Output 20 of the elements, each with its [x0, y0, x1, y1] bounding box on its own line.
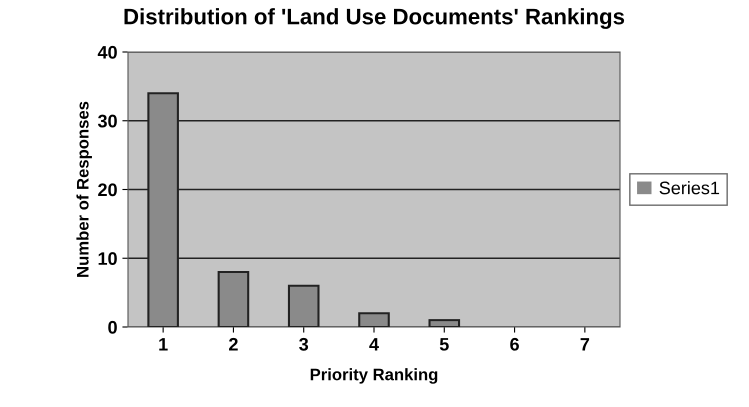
x-tick-label: 5: [440, 338, 449, 351]
bar: [218, 270, 250, 327]
chart-title: Distribution of 'Land Use Documents' Rankings: [124, 8, 624, 29]
bar: [428, 319, 460, 327]
x-axis-title: Priority Ranking: [310, 368, 438, 384]
legend-label: Series1: [660, 181, 720, 194]
x-tick-label: 3: [299, 338, 308, 351]
y-tick-label: 30: [98, 114, 117, 128]
y-axis-title: Number of Responses: [76, 102, 92, 277]
x-tick-label: 2: [229, 338, 238, 350]
y-tick-label: 10: [98, 252, 117, 265]
x-tick-label: 4: [369, 338, 379, 350]
y-tick-label: 40: [98, 46, 117, 59]
y-tick-label: 0: [108, 320, 117, 334]
x-tick-label: 1: [159, 338, 168, 350]
x-tick-label: 7: [580, 338, 590, 350]
bar: [288, 284, 320, 327]
bar: [358, 312, 390, 327]
x-tick-label: 6: [510, 338, 519, 351]
y-tick-label: 20: [98, 183, 117, 196]
